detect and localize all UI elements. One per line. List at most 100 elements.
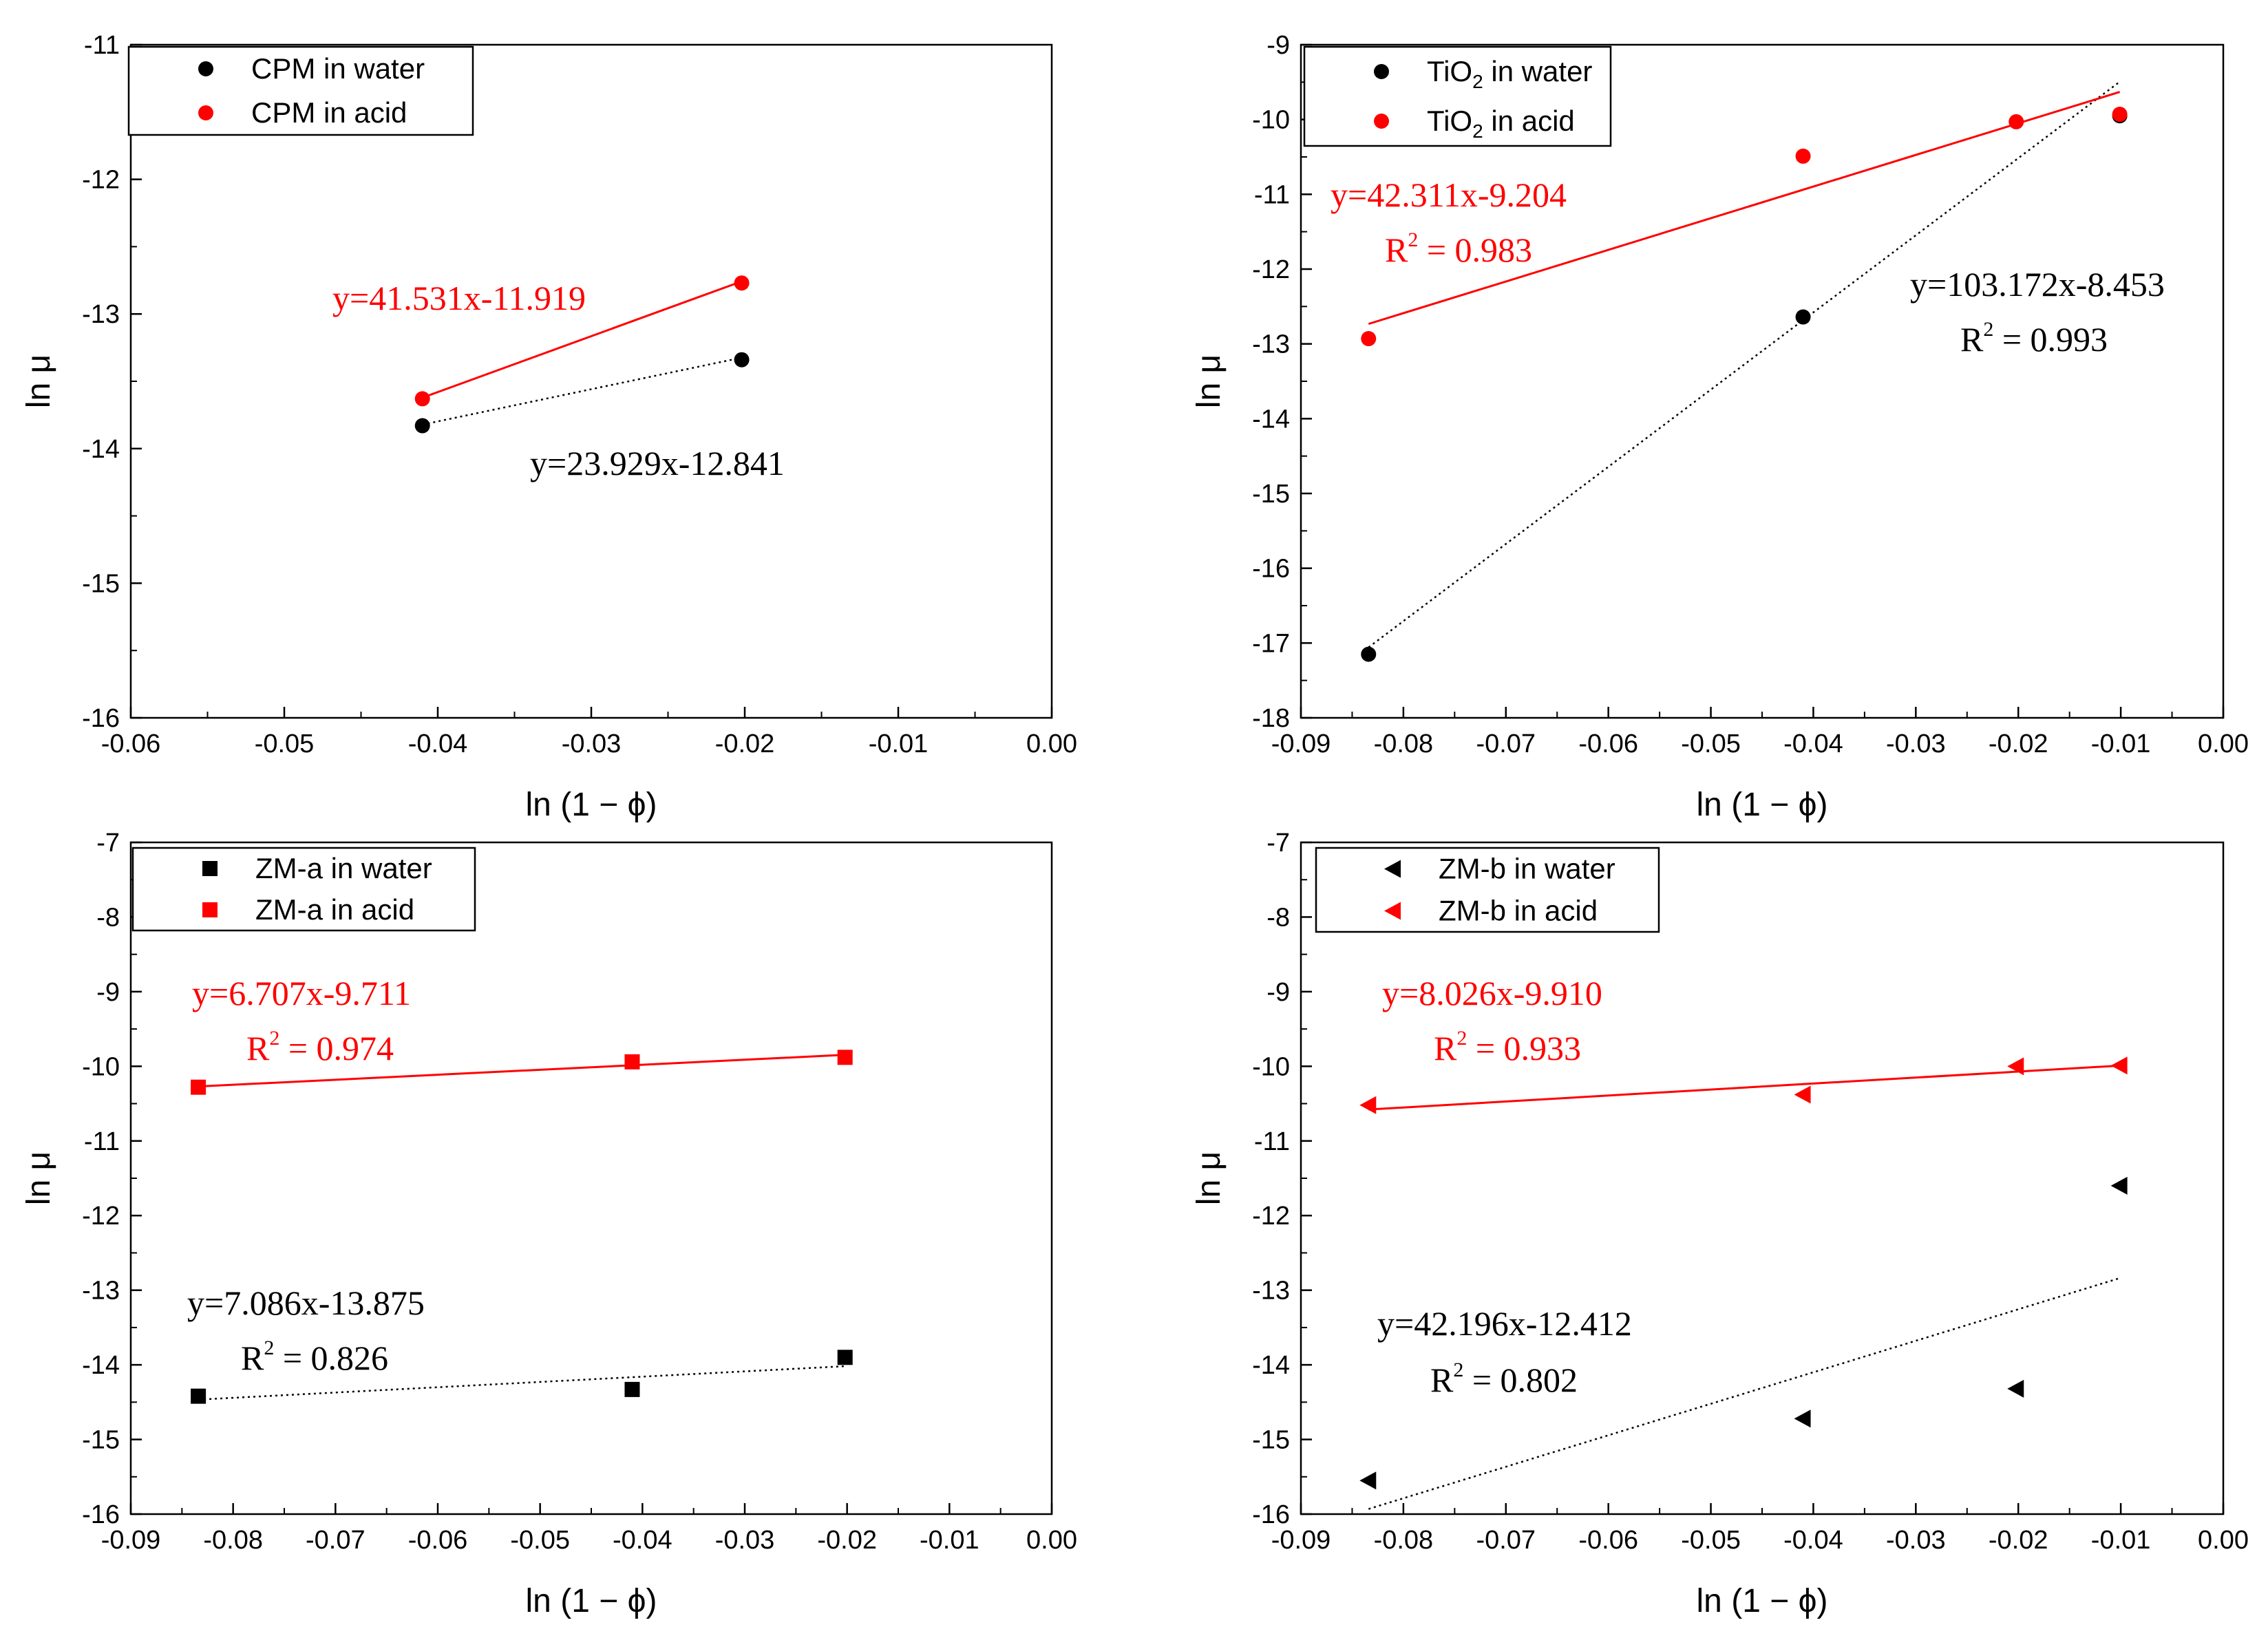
legend-box [1315, 847, 1660, 933]
fit-line-1 [198, 1054, 845, 1088]
y-tick-label: -14 [82, 1351, 120, 1380]
r-squared-label: R2 = 0.933 [1434, 1027, 1581, 1067]
fit-equation: y=6.707x-9.711 [192, 974, 411, 1012]
x-tick-label: -0.01 [2091, 1526, 2151, 1555]
x-tick-label: 0.00 [2198, 1526, 2249, 1555]
y-tick-label: -9 [1267, 31, 1290, 60]
data-point [1795, 309, 1811, 325]
x-tick-label: -0.07 [1476, 1526, 1536, 1555]
data-point [1795, 148, 1811, 164]
y-tick-label: -11 [1254, 180, 1290, 209]
legend-box [131, 847, 476, 932]
y-tick-label: -16 [82, 704, 120, 733]
x-tick-label: -0.09 [1271, 730, 1331, 758]
y-axis-label: ln μ [21, 1151, 57, 1205]
data-point [2110, 1176, 2128, 1195]
r-squared-label: R2 = 0.993 [1960, 318, 2108, 359]
x-tick-label: -0.07 [1476, 730, 1536, 758]
data-point [2112, 107, 2128, 123]
legend-box [1303, 45, 1612, 147]
data-point [1361, 646, 1377, 662]
legend-label: ZM-b in water [1439, 853, 1615, 885]
data-point [191, 1388, 206, 1404]
data-point [2007, 1379, 2024, 1398]
plot-frame [129, 841, 1053, 1515]
x-tick-label: 0.00 [2198, 730, 2249, 758]
data-point [1359, 1471, 1377, 1490]
x-tick-label: -0.06 [101, 730, 161, 758]
fit-equation: y=103.172x-8.453 [1910, 265, 2165, 304]
data-point [837, 1350, 853, 1365]
data-point [624, 1054, 640, 1070]
fit-line-0 [198, 1365, 845, 1401]
x-tick-label: -0.02 [1989, 1526, 2048, 1555]
data-point [2009, 114, 2024, 129]
chart-panel-4: -0.09 -0.08 -0.07 -0.06 -0.05 -0.04 -0.03 -0.02… [1191, 829, 2249, 1619]
x-tick-label: -0.06 [1578, 730, 1638, 758]
legend-label: ZM-b in acid [1439, 895, 1598, 927]
y-axis-label: ln μ [1191, 354, 1227, 408]
y-tick-label: -13 [82, 1277, 120, 1306]
chart-panel-1: -0.06 -0.05 -0.04 -0.03 -0.02 -0.01 0.00 -16 -15… [21, 31, 1077, 823]
legend-label: CPM in water [251, 52, 425, 85]
y-tick-label: -7 [96, 829, 120, 858]
legend: ZM-b in water ZM-b in acid [1315, 847, 1660, 933]
x-axis-label: ln (1 − ϕ) [526, 1583, 657, 1619]
legend: TiO2 in water TiO2 in acid [1303, 45, 1612, 147]
x-tick-label: -0.02 [1989, 730, 2048, 758]
data-point [624, 1381, 640, 1397]
y-tick-label: -8 [1267, 903, 1290, 932]
y-tick-label: -13 [82, 300, 120, 329]
legend-marker [198, 61, 213, 76]
fit-equation: y=41.531x-11.919 [332, 279, 586, 317]
legend-marker [202, 902, 218, 917]
y-axis-label: ln μ [21, 354, 57, 408]
y-tick-label: -16 [1252, 1500, 1290, 1529]
x-tick-label: -0.09 [101, 1526, 161, 1555]
fit-line-1 [1368, 1064, 2120, 1111]
fit-equation: y=8.026x-9.910 [1382, 974, 1602, 1012]
x-tick-label: -0.04 [1783, 1526, 1843, 1555]
y-tick-label: -10 [82, 1052, 120, 1081]
x-tick-label: -0.01 [2091, 730, 2151, 758]
y-tick-label: -18 [1252, 704, 1290, 733]
y-tick-label: -15 [82, 569, 120, 598]
data-point [414, 391, 430, 407]
x-tick-label: -0.09 [1271, 1526, 1331, 1555]
legend-label: CPM in acid [251, 96, 407, 129]
legend-marker [202, 861, 218, 876]
legend-marker [1374, 64, 1389, 79]
x-tick-label: -0.03 [1886, 730, 1946, 758]
legend: ZM-a in water ZM-a in acid [131, 847, 476, 932]
y-tick-label: -11 [1254, 1127, 1290, 1156]
y-tick-label: -12 [82, 1202, 120, 1231]
y-tick-label: -12 [82, 166, 120, 195]
x-tick-label: -0.03 [1886, 1526, 1946, 1555]
x-tick-label: -0.03 [562, 730, 622, 758]
y-tick-label: -12 [1252, 1202, 1290, 1231]
fit-equation: y=7.086x-13.875 [187, 1284, 425, 1322]
x-tick-label: -0.08 [203, 1526, 263, 1555]
legend-label: ZM-a in acid [255, 893, 414, 926]
x-tick-label: -0.07 [306, 1526, 365, 1555]
y-tick-label: -7 [1267, 829, 1290, 858]
r-squared-label: R2 = 0.802 [1430, 1359, 1578, 1399]
x-tick-label: -0.04 [408, 730, 468, 758]
x-tick-label: -0.08 [1374, 1526, 1434, 1555]
legend-marker [198, 105, 213, 120]
data-point [734, 275, 750, 291]
y-tick-label: -14 [1252, 1351, 1290, 1380]
x-tick-label: -0.02 [715, 730, 775, 758]
fit-equation: y=23.929x-12.841 [530, 444, 785, 482]
plot-frame [129, 43, 1053, 719]
chart-panel-3: -0.09 -0.08 -0.07 -0.06 -0.05 -0.04 -0.03 -0.02… [21, 829, 1077, 1619]
r-squared-label: R2 = 0.826 [241, 1337, 388, 1377]
fit-equation: y=42.311x-9.204 [1331, 175, 1567, 214]
data-point [2110, 1056, 2128, 1075]
y-tick-label: -16 [82, 1500, 120, 1529]
r-squared-label: R2 = 0.974 [246, 1027, 394, 1067]
fit-line-0 [422, 357, 742, 426]
data-point [1794, 1085, 1811, 1104]
x-tick-label: -0.02 [817, 1526, 877, 1555]
